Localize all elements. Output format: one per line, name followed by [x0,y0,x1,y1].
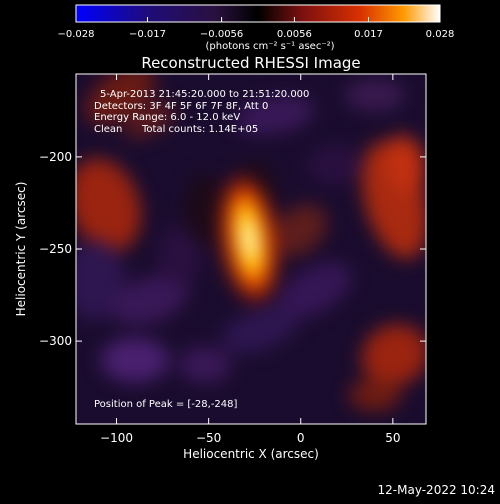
annotation-counts: Total counts: 1.14E+05 [141,124,258,135]
y-tick-label: −200 [39,150,72,164]
x-tick-label: −100 [100,431,133,445]
colorbar-units-label: (photons cm⁻² s⁻¹ asec⁻²) [205,41,334,52]
y-tick-label: −300 [39,334,72,348]
annotation-peak: Position of Peak = [-28,-248] [94,399,238,410]
footer-date: 12-May-2022 10:24 [378,483,495,497]
colorbar-tick-label: −0.017 [129,29,166,40]
colorbar-tick-label: −0.028 [57,29,94,40]
annotation-energy: Energy Range: 6.0 - 12.0 keV [94,112,240,123]
colorbar-tick-label: 0.028 [426,29,455,40]
axis-ticks: −100 −50 0 50 −200 −250 −300 [39,74,426,445]
colorbar-tick-label: 0.017 [354,29,383,40]
colorbar-ticks: −0.028 −0.017 −0.0056 0.0056 0.017 0.028 [57,17,454,40]
y-axis-label: Heliocentric Y (arcsec) [14,182,28,317]
colorbar [75,4,441,23]
annotation-method: Clean [94,124,122,135]
annotation-time-range: 5-Apr-2013 21:45:20.000 to 21:51:20.000 [100,89,309,100]
colorbar-tick-label: 0.0056 [277,29,312,40]
y-tick-label: −250 [39,242,72,256]
x-tick-label: 50 [385,431,400,445]
x-tick-label: 0 [297,431,305,445]
annotation-detectors: Detectors: 3F 4F 5F 6F 7F 8F, Att 0 [94,101,268,112]
x-tick-label: −50 [196,431,221,445]
heatmap-image [76,74,426,424]
colorbar-tick-label: −0.0056 [200,29,243,40]
chart-title: Reconstructed RHESSI Image [141,54,360,72]
x-axis-label: Heliocentric X (arcsec) [183,447,319,461]
